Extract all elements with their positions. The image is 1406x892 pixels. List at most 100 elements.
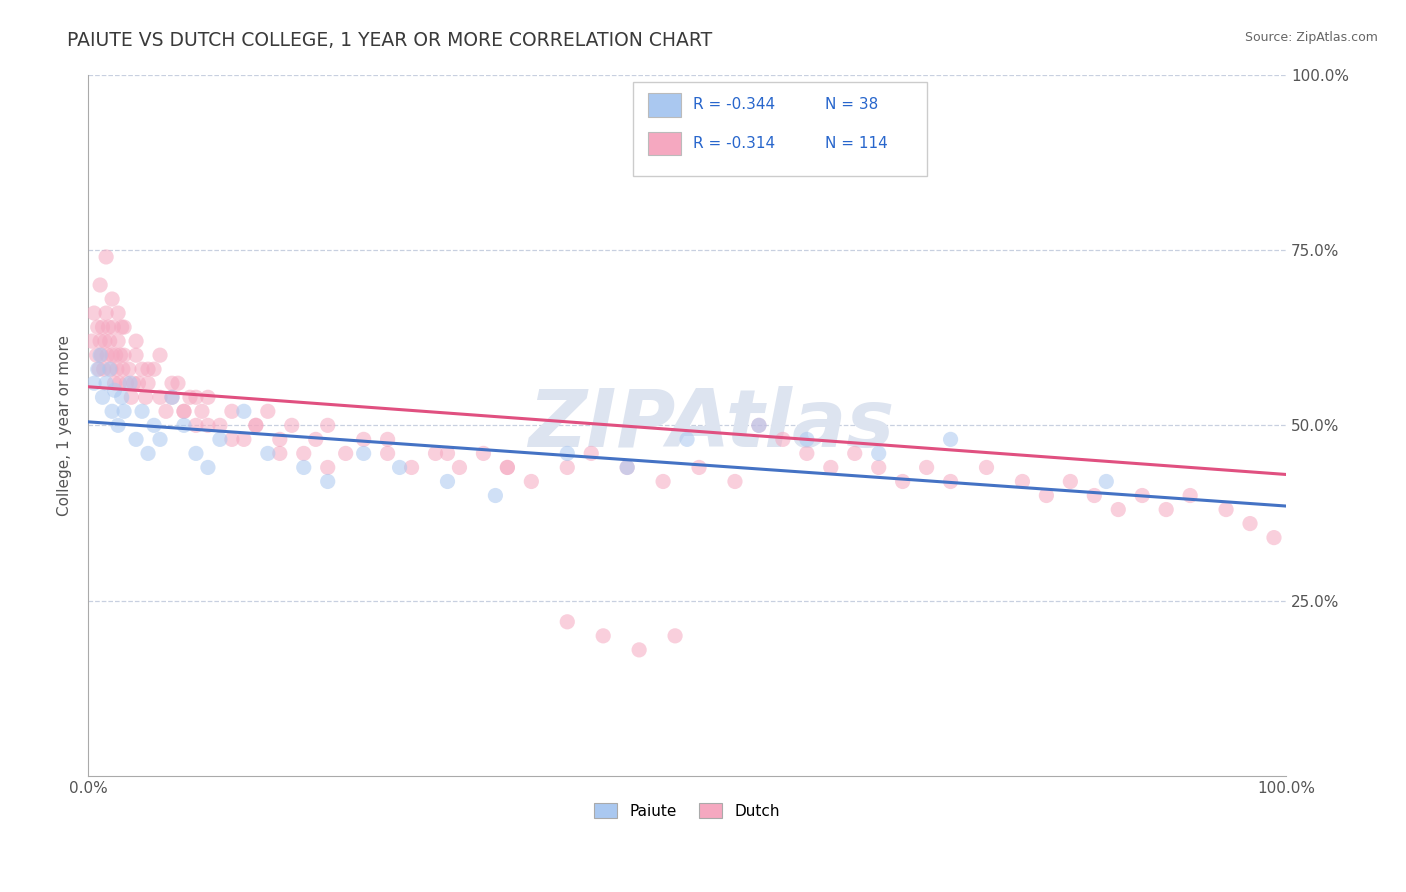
Point (111, 320, 134, 334)
Point (232, 433, 254, 447)
Point (496, 460, 519, 475)
Text: PAIUTE VS DUTCH COLLEGE, 1 YEAR OR MORE CORRELATION CHART: PAIUTE VS DUTCH COLLEGE, 1 YEAR OR MORE … (67, 31, 713, 50)
Point (449, 460, 471, 475)
Point (221, 404, 243, 418)
Point (316, 418, 339, 433)
Point (388, 460, 411, 475)
Point (772, 433, 794, 447)
Point (89, 334, 111, 348)
Point (616, 460, 638, 475)
Point (256, 446, 278, 460)
Point (520, 475, 543, 489)
Point (160, 390, 183, 404)
Point (94, 250, 117, 264)
Point (472, 446, 495, 460)
Point (101, 404, 124, 418)
Point (269, 433, 291, 447)
Point (915, 460, 938, 475)
Point (496, 460, 519, 475)
Point (89, 348, 111, 362)
Point (80, 334, 103, 348)
Point (377, 446, 399, 460)
Point (103, 384, 125, 398)
Point (664, 629, 686, 643)
Point (112, 404, 135, 418)
Point (245, 418, 267, 433)
Point (135, 390, 157, 404)
Point (316, 475, 339, 489)
Point (101, 292, 124, 306)
Point (676, 433, 699, 447)
Point (173, 418, 195, 433)
Point (891, 475, 914, 489)
Point (1130, 489, 1153, 503)
Point (1035, 489, 1057, 503)
Point (94, 334, 117, 348)
Point (103, 320, 125, 334)
Point (111, 362, 134, 376)
Point (401, 460, 423, 475)
Point (868, 446, 890, 460)
Point (796, 433, 818, 447)
Point (1059, 475, 1081, 489)
Point (149, 390, 172, 404)
Point (184, 390, 207, 404)
Text: R = -0.314: R = -0.314 (693, 136, 775, 151)
Point (197, 418, 219, 433)
Point (125, 334, 148, 348)
Point (436, 446, 458, 460)
Point (101, 348, 124, 362)
Point (122, 376, 145, 391)
Point (796, 446, 818, 460)
FancyBboxPatch shape (633, 81, 927, 177)
Point (136, 376, 159, 391)
Point (107, 418, 129, 433)
Point (592, 629, 614, 643)
Point (118, 362, 141, 376)
Point (127, 376, 149, 391)
Point (245, 418, 267, 433)
Point (96, 348, 118, 362)
Point (143, 418, 166, 433)
Point (191, 404, 214, 418)
Y-axis label: College, 1 year or more: College, 1 year or more (58, 334, 72, 516)
Point (155, 404, 177, 418)
Point (107, 334, 129, 348)
Point (1011, 475, 1033, 489)
Point (107, 306, 129, 320)
Point (112, 320, 135, 334)
Point (105, 362, 128, 376)
Point (184, 418, 207, 433)
Point (820, 460, 842, 475)
Point (87, 320, 110, 334)
Point (112, 348, 135, 362)
Point (1083, 489, 1105, 503)
Point (555, 615, 578, 629)
Point (1263, 531, 1285, 545)
Point (160, 376, 183, 391)
Point (160, 390, 183, 404)
Point (688, 460, 710, 475)
Point (143, 362, 166, 376)
Point (484, 489, 506, 503)
Point (1095, 475, 1118, 489)
Text: R = -0.344: R = -0.344 (693, 97, 775, 112)
Point (292, 446, 315, 460)
Point (1154, 502, 1177, 516)
Point (111, 390, 134, 404)
Point (844, 446, 866, 460)
Point (173, 404, 195, 418)
Point (1239, 516, 1261, 531)
Point (179, 390, 201, 404)
Point (94, 376, 117, 391)
Point (292, 460, 315, 475)
Point (131, 362, 153, 376)
Legend: Paiute, Dutch: Paiute, Dutch (588, 797, 786, 825)
Point (868, 460, 890, 475)
Point (724, 475, 747, 489)
Point (149, 433, 172, 447)
Point (976, 460, 998, 475)
Point (97, 320, 120, 334)
Point (90, 348, 112, 362)
Point (256, 404, 278, 418)
